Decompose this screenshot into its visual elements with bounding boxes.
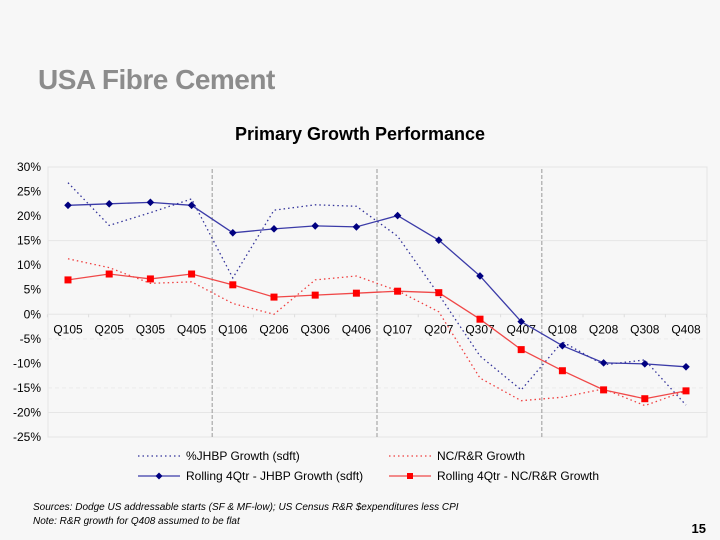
slide-title: USA Fibre Cement	[38, 64, 275, 95]
x-tick-label: Q408	[671, 322, 701, 336]
data-point-diamond	[270, 225, 278, 233]
data-point-diamond	[64, 201, 72, 210]
data-point-square	[270, 293, 278, 301]
legend-item-ncrr-growth[interactable]: NC/R&R Growth	[387, 449, 525, 463]
x-tick-label: Q207	[424, 322, 454, 336]
series-line-3	[67, 273, 687, 400]
legend-label: Rolling 4Qtr - JHBP Growth (sdft)	[186, 469, 364, 483]
legend-label: %JHBP Growth (sdft)	[186, 449, 300, 463]
data-point-diamond	[146, 198, 155, 207]
data-point-square	[517, 346, 525, 354]
y-tick-label: 20%	[17, 209, 41, 223]
x-tick-label: Q105	[53, 322, 83, 336]
data-point-square	[476, 315, 484, 323]
x-tick-label: Q106	[218, 322, 248, 336]
legend-swatch-diamond-blue-icon	[138, 472, 180, 480]
legend-item-rolling-jhbp[interactable]: Rolling 4Qtr - JHBP Growth (sdft)	[136, 469, 363, 483]
data-point-square	[146, 275, 154, 283]
legend-label: NC/R&R Growth	[437, 449, 526, 463]
year-dividers	[211, 169, 543, 437]
data-point-square	[188, 270, 196, 278]
y-tick-label: -10%	[13, 356, 41, 370]
data-point-square	[229, 281, 237, 289]
y-tick-label: -25%	[13, 430, 41, 444]
data-point-diamond	[599, 359, 608, 367]
data-point-diamond	[311, 222, 319, 230]
data-point-square	[105, 270, 113, 278]
y-tick-label: 10%	[17, 258, 41, 272]
legend-item-rolling-ncrr[interactable]: Rolling 4Qtr - NC/R&R Growth	[387, 469, 599, 483]
series-group	[64, 182, 690, 407]
data-point-square	[641, 395, 649, 403]
y-tick-label: 30%	[17, 160, 41, 174]
legend-swatch-square-red-icon	[389, 473, 431, 479]
x-tick-label: Q108	[548, 322, 578, 336]
series-line-2	[67, 201, 687, 368]
data-point-square	[558, 367, 566, 375]
data-point-diamond	[517, 317, 525, 326]
page-number: 15	[691, 521, 706, 536]
data-point-diamond	[558, 341, 567, 350]
legend-swatch-dotted-blue-icon	[138, 455, 180, 457]
data-point-square	[435, 289, 443, 297]
data-point-diamond	[393, 211, 402, 220]
data-point-diamond	[105, 200, 113, 208]
x-tick-label: Q107	[383, 322, 413, 336]
series-line-0	[67, 182, 687, 406]
legend-item-jhbp-growth[interactable]: %JHBP Growth (sdft)	[136, 449, 300, 463]
data-point-square	[600, 386, 608, 394]
data-point-diamond	[187, 201, 196, 210]
y-tick-label: 15%	[17, 234, 41, 248]
x-tick-label: Q305	[136, 322, 166, 336]
y-tick-label: -15%	[13, 381, 41, 395]
data-point-diamond	[641, 360, 649, 368]
data-point-square	[311, 291, 319, 299]
data-point-square	[352, 289, 360, 297]
data-point-square	[394, 287, 402, 295]
data-point-diamond	[682, 363, 690, 371]
data-point-square	[64, 276, 72, 284]
data-point-square	[682, 387, 690, 395]
data-point-diamond	[229, 228, 237, 237]
y-tick-label: -5%	[20, 332, 42, 346]
x-tick-label: Q206	[259, 322, 289, 336]
data-point-diamond	[435, 236, 443, 244]
footnote-sources: Sources: Dodge US addressable starts (SF…	[33, 502, 459, 513]
x-tick-label: Q308	[630, 322, 660, 336]
x-tick-label: Q307	[465, 322, 495, 336]
y-axis: 30% 25% 20% 15% 10% 5% 0% -5% -10% -15% -20% -25%	[13, 160, 41, 444]
x-axis: Q105 Q205 Q305 Q405 Q106 Q206 Q306 Q406 Q107 Q207…	[46, 314, 708, 336]
x-tick-label: Q208	[589, 322, 619, 336]
x-tick-label: Q205	[95, 322, 125, 336]
series-line-1	[67, 258, 687, 407]
y-tick-label: 5%	[24, 283, 42, 297]
y-tick-label: 25%	[17, 185, 41, 199]
x-tick-label: Q306	[301, 322, 331, 336]
footnote-note: Note: R&R growth for Q408 assumed to be …	[33, 516, 240, 527]
y-tick-label: -20%	[13, 405, 41, 419]
legend-label: Rolling 4Qtr - NC/R&R Growth	[437, 469, 600, 483]
legend-swatch-dotted-red-icon	[389, 455, 431, 457]
x-tick-label: Q405	[177, 322, 207, 336]
chart-title: Primary Growth Performance	[234, 124, 486, 144]
x-tick-label: Q406	[342, 322, 372, 336]
data-point-diamond	[476, 272, 484, 280]
data-point-diamond	[352, 223, 361, 231]
y-tick-label: 0%	[24, 307, 42, 321]
